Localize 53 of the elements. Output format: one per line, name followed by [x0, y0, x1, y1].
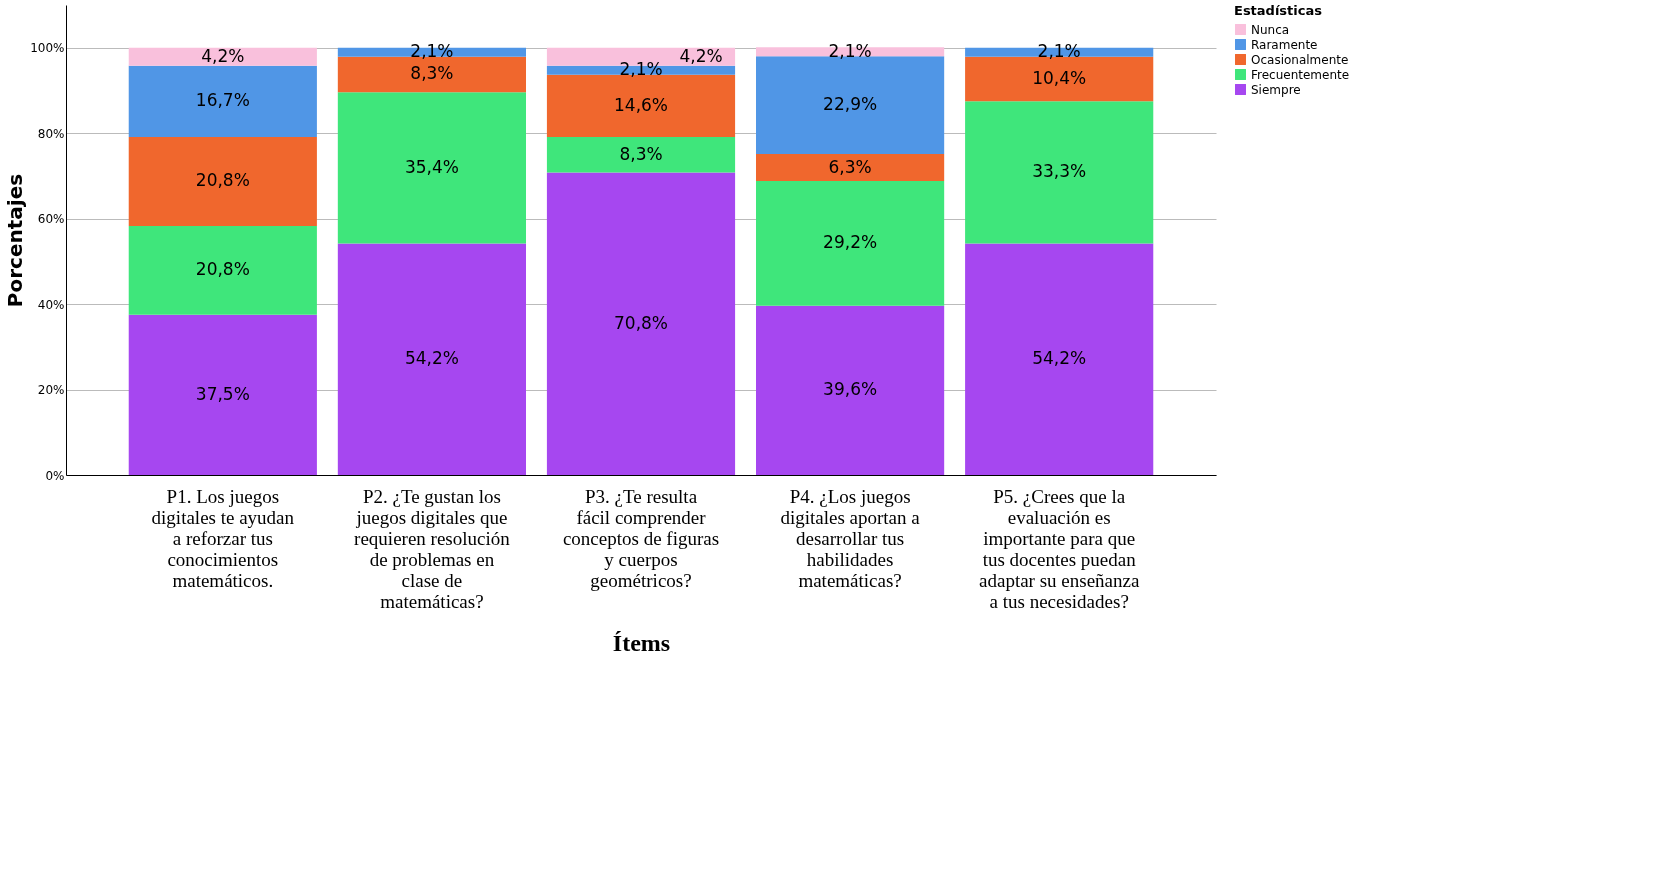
bar — [756, 154, 945, 182]
y-tick-label: 80% — [37, 126, 65, 141]
bar — [128, 225, 317, 315]
legend-title: Estadísticas — [1234, 3, 1323, 18]
bar — [128, 47, 317, 66]
y-tick-label: 20% — [37, 383, 65, 398]
data-label: 16,7% — [195, 90, 250, 111]
data-label: 29,2% — [823, 232, 878, 253]
y-tick-label: 60% — [37, 212, 65, 227]
y-axis-title: Porcentajes — [3, 173, 28, 308]
data-label: 70,8% — [613, 312, 669, 333]
legend-label: Siempre — [1251, 82, 1301, 97]
data-label: 4,2% — [679, 45, 723, 66]
bar — [337, 243, 526, 475]
bar — [128, 65, 317, 138]
bar — [337, 92, 526, 244]
y-tick-label: 40% — [37, 297, 65, 312]
bar — [965, 101, 1154, 244]
bar — [546, 137, 736, 173]
data-label: 33,3% — [1032, 161, 1087, 182]
bar — [128, 137, 317, 226]
legend-label: Frecuentemente — [1251, 67, 1350, 82]
x-tick-label: P2. ¿Te gustan los juegos digitales que requieren resolución de problemas en clase de matemáticas? — [354, 485, 511, 612]
legend-label: Ocasionalmente — [1251, 52, 1349, 67]
data-label: 54,2% — [1032, 348, 1087, 369]
data-label: 10,4% — [1032, 67, 1087, 88]
y-tick-label: 100% — [30, 41, 65, 56]
y-tick-label: 0% — [45, 468, 65, 483]
bar — [128, 314, 317, 475]
x-axis-title: Ítems — [612, 629, 671, 656]
data-label: 6,3% — [828, 156, 872, 177]
data-label: 20,8% — [195, 170, 250, 191]
legend-label: Raramente — [1251, 37, 1318, 52]
data-label: 22,9% — [823, 94, 878, 115]
data-label: 8,3% — [410, 63, 454, 84]
data-label: 35,4% — [404, 156, 459, 177]
legend-label: Nunca — [1251, 22, 1290, 37]
x-tick-label: P3. ¿Te resulta fácil comprender conceptos de figuras y cuerpos geométricos? — [562, 485, 720, 591]
bar — [756, 181, 945, 306]
data-label: 8,3% — [619, 143, 663, 164]
data-label: 4,2% — [201, 45, 245, 66]
x-tick-label: P4. ¿Los juegos digitales aportan a desarrollar tus habilidades matemáticas? — [780, 485, 921, 591]
bar — [756, 305, 945, 475]
x-tick-label: P1. Los juegos digitales te ayudan a reforzar tus conocimientos matemáticos. — [151, 485, 295, 591]
x-tick-label: P5. ¿Crees que la evaluación es importante para que tus docentes puedan adaptar su enseñanza a tus necesidades? — [979, 485, 1140, 612]
bar — [965, 243, 1154, 475]
data-label: 14,6% — [613, 94, 669, 115]
data-label: 20,8% — [195, 259, 250, 280]
data-label: 39,6% — [823, 379, 878, 400]
data-label: 54,2% — [404, 348, 459, 369]
data-label: 37,5% — [195, 383, 250, 404]
data-label: 2,1% — [828, 40, 872, 61]
bar — [546, 172, 736, 475]
